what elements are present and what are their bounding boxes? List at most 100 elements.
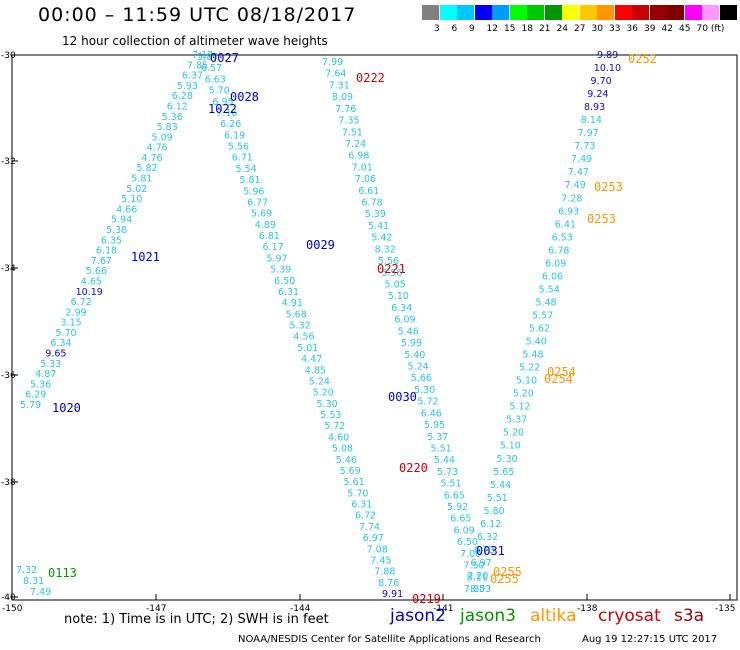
wave-height-value: 5.94 (111, 215, 132, 226)
wave-height-value: 5.65 (493, 467, 514, 478)
wave-height-value: 9.89 (597, 50, 618, 61)
wave-height-value: 6.50 (457, 537, 478, 548)
color-scale-label: 18 (521, 24, 533, 34)
wave-height-value: 5.72 (417, 397, 438, 408)
wave-height-value: 5.56 (378, 256, 399, 267)
wave-height-value: 5.99 (401, 338, 422, 349)
pass-time-label: 0252 (628, 52, 657, 66)
color-swatch (649, 5, 667, 20)
color-swatch (457, 5, 474, 20)
wave-height-value: 4.56 (293, 332, 314, 343)
wave-height-value: 5.30 (317, 399, 338, 410)
wave-height-value: 6.09 (394, 315, 415, 326)
pass-time-label: 0031 (476, 544, 505, 558)
wave-height-value: 5.24 (309, 376, 330, 387)
wave-height-value: 4.76 (147, 143, 168, 154)
wave-height-value: 5.80 (484, 506, 505, 517)
wave-height-value: 6.81 (259, 231, 280, 242)
legend-altika: altika (530, 606, 577, 626)
color-scale-label: 33 (609, 24, 621, 34)
color-scale-label: 6 (451, 24, 458, 34)
wave-height-value: 8.32 (375, 244, 396, 255)
wave-height-value: 5.68 (286, 309, 307, 320)
wave-height-value: 5.08 (332, 444, 353, 455)
wave-height-value: 5.40 (526, 337, 547, 348)
legend-jason2: jason2 (390, 606, 446, 626)
wave-height-value: 4.87 (35, 369, 56, 380)
pass-time-label: 0254 (547, 365, 576, 379)
wave-height-value: 7.67 (91, 256, 112, 267)
color-swatch (597, 5, 614, 20)
wave-height-value: 5.54 (539, 284, 560, 295)
wave-height-value: 5.10 (500, 441, 521, 452)
wave-height-value: 7.49 (565, 180, 586, 191)
legend-s3a: s3a (674, 606, 705, 626)
wave-height-value: 7.50 (463, 561, 484, 572)
wave-height-value: 7.49 (571, 154, 592, 165)
wave-height-value: 9.70 (591, 76, 612, 87)
wave-height-value: 6.06 (542, 271, 563, 282)
pass-time-label: 0255 (490, 572, 519, 586)
color-scale-legend: 3 6 9 12 15 18 21 24 27 30 33 36 39 42 45 70 (ft) (422, 5, 738, 35)
wave-height-value: 7.73 (574, 141, 595, 152)
wave-height-value: 6.35 (101, 235, 122, 246)
color-scale-label: 70 (ft) (696, 24, 725, 34)
x-tick-label: -144 (290, 604, 311, 614)
wave-height-value: 7.88 (374, 567, 395, 578)
x-tick-label: -147 (146, 604, 166, 614)
wave-height-value: 5.48 (535, 298, 556, 309)
wave-height-value: 7.20 (467, 571, 488, 582)
color-scale-label: 3 (434, 24, 440, 34)
wave-height-value: 6.29 (25, 390, 46, 401)
wave-height-value: 5.54 (236, 164, 257, 175)
wave-height-value: 5.53 (320, 410, 341, 421)
wave-height-value: 5.95 (424, 420, 445, 431)
color-swatch (439, 5, 457, 20)
wave-height-value: 6.78 (548, 245, 569, 256)
wave-height-value: 6.46 (421, 408, 442, 419)
pass-time-label: 0030 (388, 390, 417, 404)
wave-height-value: 6.12 (167, 102, 188, 113)
wave-height-value: 5.36 (30, 379, 51, 390)
wave-height-value: 8.93 (584, 102, 605, 113)
wave-height-value: 10.19 (76, 287, 103, 298)
wave-height-value: 7.45 (370, 555, 391, 566)
wave-height-value: 10.10 (594, 63, 621, 74)
wave-height-value: 5.81 (131, 174, 152, 185)
wave-height-value: 5.30 (414, 385, 435, 396)
footnote: note: 1) Time is in UTC; 2) SWH is in fe… (64, 612, 329, 627)
wave-height-value: 6.37 (182, 71, 203, 82)
wave-height-value: 6.50 (274, 276, 295, 287)
page-title: 00:00 – 11:59 UTC 08/18/2017 (38, 4, 357, 26)
wave-height-value: 5.79 (20, 400, 41, 411)
wave-height-value: 5.83 (157, 122, 178, 133)
wave-height-value: 6.72 (355, 511, 376, 522)
x-tick-label: -135 (715, 604, 735, 614)
wave-height-value: 5.72 (324, 421, 345, 432)
wave-height-value: 6.31 (351, 500, 372, 511)
wave-height-value: 7.17 (192, 50, 213, 61)
wave-height-value: 5.42 (371, 233, 392, 244)
color-scale-label: 27 (574, 24, 586, 34)
legend-jason3: jason3 (460, 606, 516, 626)
wave-height-value: 7.74 (359, 522, 380, 533)
pass-time-label: 0254 (544, 372, 573, 386)
wave-height-value: 5.92 (447, 502, 468, 513)
wave-height-value: 9.65 (45, 349, 66, 360)
wave-height-value: 5.39 (270, 265, 291, 276)
wave-height-value: 5.62 (529, 324, 550, 335)
wave-height-value: 6.12 (480, 519, 501, 530)
wave-height-value: 7.51 (342, 127, 363, 138)
pass-time-label: 0255 (493, 565, 522, 579)
wave-height-value: 6.18 (96, 246, 117, 257)
wave-height-value: 7.85 (187, 60, 208, 71)
wave-height-value: 6.32 (477, 532, 498, 543)
color-swatch (702, 5, 719, 20)
wave-height-value: 5.61 (344, 477, 365, 488)
wave-height-value: 5.70 (55, 328, 76, 339)
wave-height-value: 7.35 (338, 116, 359, 127)
color-scale-label: 30 (591, 24, 603, 34)
wave-height-value: 4.85 (305, 365, 326, 376)
wave-height-value: 7.49 (30, 587, 51, 598)
pass-time-label: 0028 (230, 90, 259, 104)
